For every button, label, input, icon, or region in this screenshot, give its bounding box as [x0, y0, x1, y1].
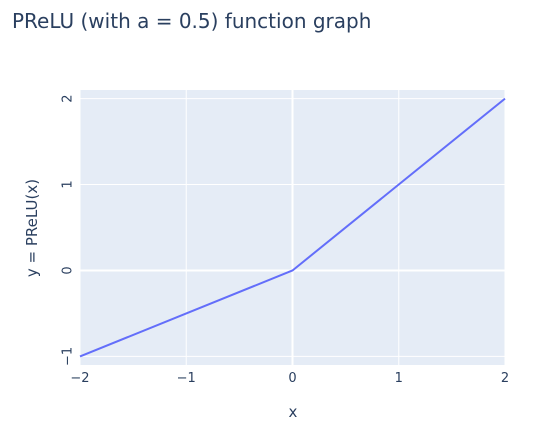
y-tick-label: −1 [61, 347, 76, 366]
y-tick-label: 0 [61, 266, 76, 274]
x-tick-label: 2 [501, 371, 509, 386]
x-tick-label: 1 [395, 371, 403, 386]
series-line [79, 97, 506, 358]
x-tick-label: −2 [70, 371, 89, 386]
series-layer [79, 97, 506, 358]
y-axis-label: y = PReLU(x) [23, 179, 41, 277]
x-tick-label: −1 [177, 371, 196, 386]
y-tick-label: 2 [61, 94, 76, 102]
x-tick-labels: −2 −1 0 1 2 [70, 371, 509, 386]
x-gridlines [79, 90, 506, 365]
chart-title: PReLU (with a = 0.5) function graph [12, 9, 371, 33]
y-tick-labels: −1 0 1 2 [61, 94, 76, 366]
y-tick-label: 1 [61, 180, 76, 188]
x-tick-label: 0 [288, 371, 296, 386]
x-axis-label: x [289, 403, 298, 421]
